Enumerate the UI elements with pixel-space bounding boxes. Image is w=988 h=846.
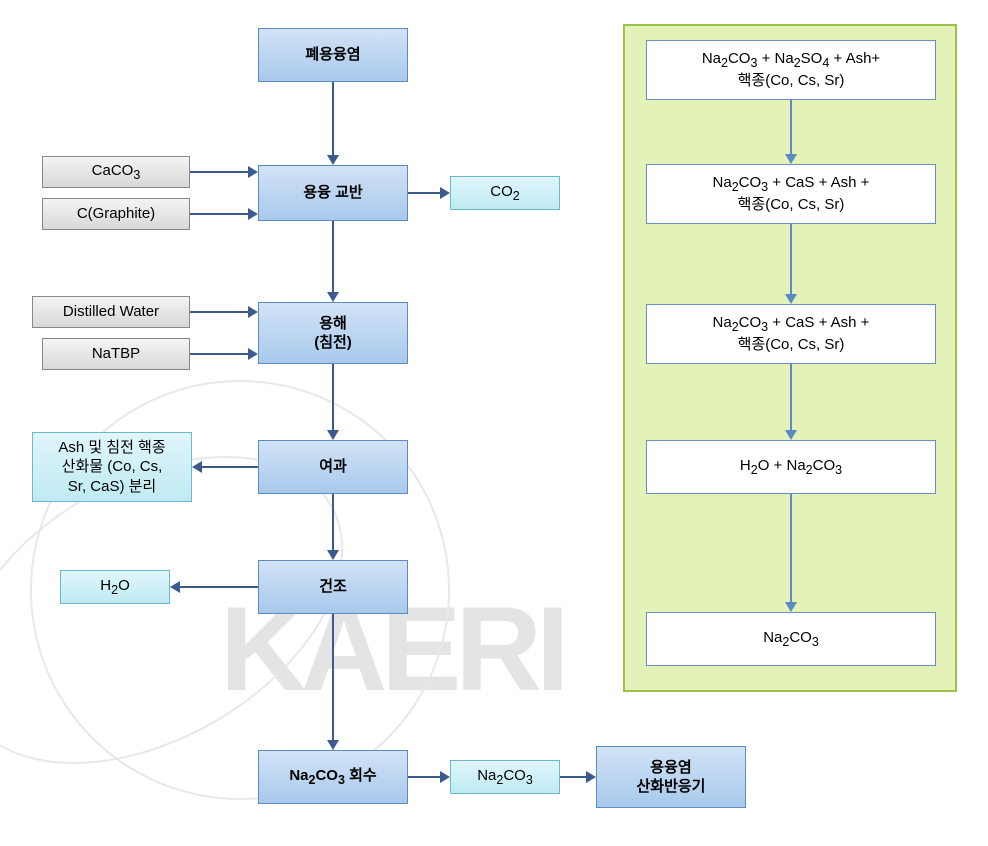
arrow-head-icon bbox=[248, 166, 258, 178]
node-melt_stir: 용융 교반 bbox=[258, 165, 408, 221]
node-label: CO2 bbox=[490, 182, 519, 204]
node-filter: 여과 bbox=[258, 440, 408, 494]
arrow-head-icon bbox=[327, 430, 339, 440]
arrow-head-icon bbox=[248, 348, 258, 360]
node-label: H2O + Na2CO3 bbox=[740, 456, 842, 478]
node-label: 용융염산화반응기 bbox=[636, 758, 705, 797]
node-label: CaCO3 bbox=[92, 161, 141, 183]
node-na2co3_mid: Na2CO3 bbox=[450, 760, 560, 794]
node-gp5: Na2CO3 bbox=[646, 612, 936, 666]
node-dry: 건조 bbox=[258, 560, 408, 614]
arrow-head-icon bbox=[327, 155, 339, 165]
node-label: 폐용융염 bbox=[305, 45, 360, 65]
arrow-line bbox=[332, 82, 334, 157]
node-label: H2O bbox=[100, 576, 129, 598]
node-gp4: H2O + Na2CO3 bbox=[646, 440, 936, 494]
arrow-line bbox=[190, 213, 250, 215]
node-label: C(Graphite) bbox=[77, 204, 155, 224]
arrow-line bbox=[408, 192, 442, 194]
node-label: Na2CO3 bbox=[763, 628, 819, 650]
arrow-head-icon bbox=[785, 154, 797, 164]
arrow-line bbox=[560, 776, 588, 778]
arrow-head-icon bbox=[327, 550, 339, 560]
arrow-line bbox=[790, 494, 792, 604]
node-label: Na2CO3 bbox=[477, 766, 533, 788]
arrow-line bbox=[332, 221, 334, 294]
node-natbp: NaTBP bbox=[42, 338, 190, 370]
arrow-head-icon bbox=[170, 581, 180, 593]
node-graphite: C(Graphite) bbox=[42, 198, 190, 230]
node-label: Na2CO3 + CaS + Ash +핵종(Co, Cs, Sr) bbox=[713, 173, 870, 215]
arrow-line bbox=[790, 224, 792, 296]
arrow-line bbox=[190, 353, 250, 355]
node-co2: CO2 bbox=[450, 176, 560, 210]
arrow-line bbox=[790, 364, 792, 432]
node-dissolve: 용해(침전) bbox=[258, 302, 408, 364]
node-label: 여과 bbox=[319, 457, 347, 477]
arrow-line bbox=[200, 466, 258, 468]
node-label: Ash 및 침전 핵종산화물 (Co, Cs,Sr, CaS) 분리 bbox=[58, 438, 165, 497]
arrow-head-icon bbox=[327, 292, 339, 302]
node-label: Distilled Water bbox=[63, 302, 159, 322]
arrow-head-icon bbox=[192, 461, 202, 473]
node-dist_water: Distilled Water bbox=[32, 296, 190, 328]
arrow-line bbox=[332, 614, 334, 742]
node-ash_out: Ash 및 침전 핵종산화물 (Co, Cs,Sr, CaS) 분리 bbox=[32, 432, 192, 502]
node-label: Na2CO3 + Na2SO4 + Ash+핵종(Co, Cs, Sr) bbox=[702, 49, 880, 91]
node-gp1: Na2CO3 + Na2SO4 + Ash+핵종(Co, Cs, Sr) bbox=[646, 40, 936, 100]
node-recover: Na2CO3 회수 bbox=[258, 750, 408, 804]
node-label: Na2CO3 + CaS + Ash +핵종(Co, Cs, Sr) bbox=[713, 313, 870, 355]
arrow-line bbox=[332, 494, 334, 552]
node-label: Na2CO3 회수 bbox=[289, 766, 376, 788]
arrow-head-icon bbox=[440, 771, 450, 783]
arrow-line bbox=[178, 586, 258, 588]
node-label: NaTBP bbox=[92, 344, 140, 364]
node-gp3: Na2CO3 + CaS + Ash +핵종(Co, Cs, Sr) bbox=[646, 304, 936, 364]
node-label: 건조 bbox=[319, 577, 347, 597]
node-label: 용해(침전) bbox=[314, 314, 352, 353]
arrow-head-icon bbox=[248, 208, 258, 220]
arrow-head-icon bbox=[586, 771, 596, 783]
arrow-head-icon bbox=[248, 306, 258, 318]
arrow-head-icon bbox=[785, 602, 797, 612]
node-waste_salt: 폐용융염 bbox=[258, 28, 408, 82]
arrow-head-icon bbox=[327, 740, 339, 750]
node-h2o: H2O bbox=[60, 570, 170, 604]
arrow-head-icon bbox=[785, 294, 797, 304]
node-gp2: Na2CO3 + CaS + Ash +핵종(Co, Cs, Sr) bbox=[646, 164, 936, 224]
node-reactor: 용융염산화반응기 bbox=[596, 746, 746, 808]
arrow-head-icon bbox=[440, 187, 450, 199]
arrow-line bbox=[332, 364, 334, 432]
arrow-line bbox=[190, 311, 250, 313]
arrow-line bbox=[790, 100, 792, 156]
node-label: 용융 교반 bbox=[303, 183, 362, 203]
arrow-head-icon bbox=[785, 430, 797, 440]
arrow-line bbox=[190, 171, 250, 173]
node-caco3: CaCO3 bbox=[42, 156, 190, 188]
arrow-line bbox=[408, 776, 442, 778]
